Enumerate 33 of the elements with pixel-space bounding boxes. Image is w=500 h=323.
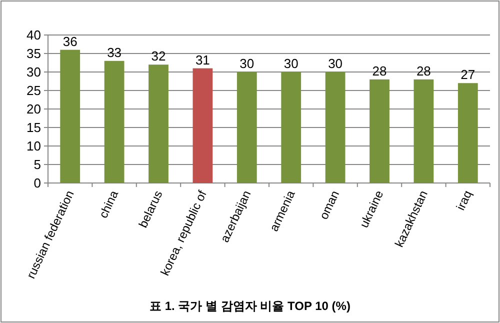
bar xyxy=(104,60,124,183)
data-label: 30 xyxy=(240,56,254,71)
y-tick-label: 40 xyxy=(26,28,41,42)
bar xyxy=(414,79,434,183)
y-tick-label: 25 xyxy=(26,83,41,98)
data-label: 28 xyxy=(372,63,387,78)
bar xyxy=(192,68,213,183)
y-tick-label: 20 xyxy=(26,102,41,116)
data-label: 28 xyxy=(416,63,431,78)
data-label: 30 xyxy=(284,56,298,71)
data-label: 27 xyxy=(460,67,476,82)
bar xyxy=(148,64,168,183)
bar xyxy=(325,72,346,183)
y-tick-label: 10 xyxy=(26,138,41,154)
data-label: 33 xyxy=(107,44,122,60)
y-tick-label: 15 xyxy=(26,120,41,135)
y-tick-label: 35 xyxy=(26,46,41,61)
bar xyxy=(60,50,80,183)
y-tick-label: 0 xyxy=(34,176,41,190)
bar xyxy=(236,72,257,183)
x-tick-label: oman xyxy=(316,188,342,222)
bar xyxy=(458,83,478,183)
bar xyxy=(370,79,390,183)
data-label: 31 xyxy=(195,52,210,68)
bar xyxy=(281,72,302,183)
x-tick-label: iraq xyxy=(453,188,475,212)
data-label: 32 xyxy=(151,48,166,64)
x-tick-label: china xyxy=(96,188,122,220)
y-tick-label: 30 xyxy=(26,64,41,80)
text: 표 1. 국가 별 감염자 비율 TOP 10 (%) xyxy=(150,299,350,313)
y-tick-label: 5 xyxy=(34,157,41,172)
data-label: 36 xyxy=(62,34,78,49)
data-label: 30 xyxy=(328,56,343,71)
